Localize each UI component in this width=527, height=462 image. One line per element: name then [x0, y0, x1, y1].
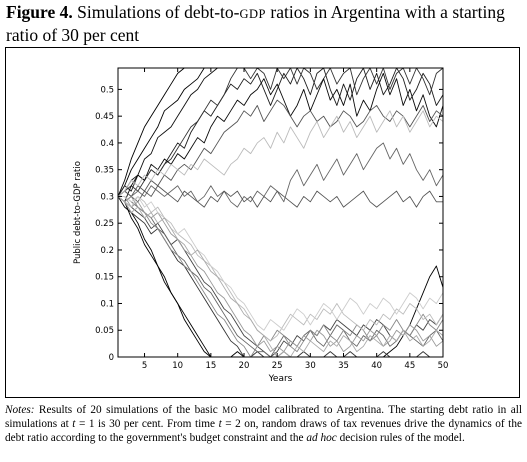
y-tick-label: 0.05: [95, 326, 114, 336]
x-tick-label: 10: [172, 361, 183, 371]
notes-text-1: Results of 20 simulations of the basic: [34, 404, 223, 416]
series-line-15: [118, 195, 444, 358]
x-tick-label: 5: [142, 361, 147, 371]
chart-panel: 5 10 15 20 25 30 35 40 45 50 0 0.05 0.1 0.15 0.2 0.25 0.…: [5, 47, 520, 398]
notes-t-1: t: [72, 418, 76, 430]
y-tick-label: 0.4: [100, 139, 114, 149]
series-line-7: [117, 99, 444, 197]
notes-t-2: t: [218, 418, 222, 430]
y-tick-label: 0.2: [100, 246, 114, 256]
notes-text-2: model calibrated to Argentina. The start…: [5, 404, 522, 430]
x-tick-label: 30: [305, 361, 316, 371]
ticks-layer: 5 10 15 20 25 30 35 40 45 50 0 0.05 0.1 0.15 0.2 0.25 0.…: [95, 68, 448, 371]
y-tick-label: 0.35: [95, 166, 114, 176]
series-line-5: [117, 67, 444, 197]
figure-label: Figure 4.: [6, 2, 73, 22]
series-layer: [117, 67, 444, 358]
title-text-2: ratios in Argentina with a starting rati…: [6, 2, 505, 45]
series-line-16: [117, 195, 444, 358]
series-line-20: [117, 196, 444, 358]
y-tick-label: 0.5: [100, 85, 114, 95]
notes-adhoc: ad hoc: [306, 432, 337, 444]
y-tick-label: 0.3: [100, 192, 114, 202]
y-tick-label: 0.1: [100, 299, 114, 309]
title-text-sc: GDP: [239, 7, 267, 21]
series-line-19: [118, 195, 444, 331]
x-tick-label: 50: [438, 361, 449, 371]
y-tick-label: 0.45: [95, 112, 114, 122]
notes-sc-1: MO: [222, 405, 238, 415]
series-line-8: [117, 142, 444, 208]
series-line-14: [117, 196, 444, 358]
y-tick-label: 0.25: [95, 219, 114, 229]
line-chart: 5 10 15 20 25 30 35 40 45 50 0 0.05 0.1 0.15 0.2 0.25 0.…: [73, 67, 448, 384]
series-line-18: [117, 195, 444, 342]
title-text-1: Simulations of debt-to-: [72, 2, 240, 22]
figure-title: Figure 4. Simulations of debt-to-GDP rat…: [6, 2, 521, 46]
x-tick-label: 40: [371, 361, 382, 371]
y-tick-label: 0: [109, 353, 114, 363]
x-tick-label: 20: [239, 361, 250, 371]
x-tick-label: 35: [338, 361, 349, 371]
x-tick-label: 15: [205, 361, 216, 371]
figure-notes: Notes: Results of 20 simulations of the …: [5, 403, 522, 445]
notes-text-4: = 2 on, random draws of tax revenues dri…: [5, 418, 522, 444]
notes-text-3: = 1 is 30 per cent. From time: [75, 418, 219, 430]
plot-frame: [117, 67, 444, 358]
series-line-10: [117, 110, 444, 197]
series-line-17: [118, 195, 444, 353]
series-line-9: [117, 185, 443, 208]
x-tick-label: 45: [404, 361, 415, 371]
x-tick-label: 25: [272, 361, 283, 371]
notes-label: Notes:: [5, 404, 35, 416]
y-tick-label: 0.15: [95, 273, 114, 283]
series-line-6: [117, 72, 444, 203]
notes-text-5: decision rules of the model.: [336, 432, 465, 444]
y-axis-label: Public debt-to-GDP ratio: [73, 161, 83, 264]
x-axis-label: Years: [268, 374, 293, 384]
